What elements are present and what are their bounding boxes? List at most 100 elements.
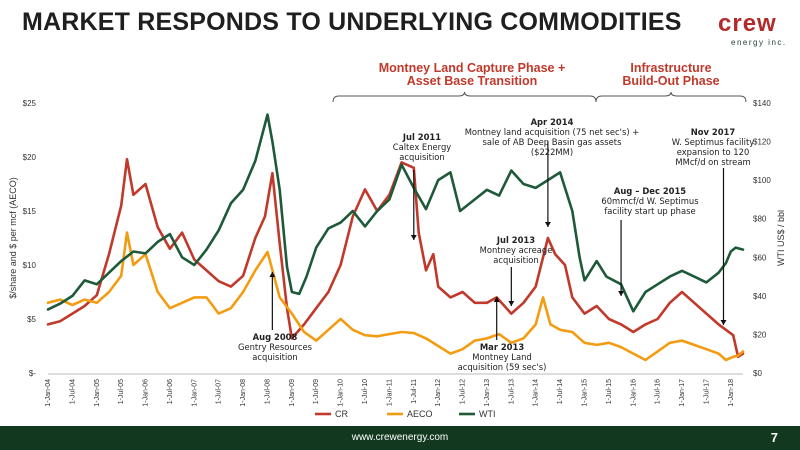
annotation-text: facility start up phase [604, 206, 696, 216]
annotation-title: Aug – Dec 2015 [613, 186, 687, 196]
y-tick-label-right: $60 [753, 253, 767, 262]
x-tick-label: 1-Jul-08 [264, 379, 271, 404]
y-tick-label-right: $120 [753, 138, 771, 147]
annotation-title: Apr 2014 [530, 117, 574, 127]
arrow-aug-dec-2015-head [618, 291, 625, 296]
y-tick-label-right: $100 [753, 176, 771, 185]
annotation-title: Nov 2017 [690, 127, 736, 137]
y-tick-label-right: $0 [753, 369, 762, 378]
phase-label-line: Asset Base Transition [406, 74, 538, 88]
y-tick-label: $5 [27, 315, 36, 324]
x-tick-label: 1-Jul-06 [167, 379, 174, 404]
x-tick-label: 1-Jul-14 [557, 379, 564, 404]
x-tick-label: 1-Jul-15 [606, 379, 613, 404]
phase-label-montney: Montney Land Capture Phase + Asset Base … [352, 62, 592, 88]
footer-url: www.crewenergy.com [351, 432, 449, 443]
x-tick-label: 1-Jul-12 [460, 379, 467, 404]
annotation-text: acquisition (59 sec's) [457, 362, 547, 372]
y-tick-label-right: $20 [753, 330, 767, 339]
series-line-aeco [46, 231, 745, 362]
annotation-apr-2014: Apr 2014 Montney land acquisition (75 ne… [462, 117, 642, 157]
arrow-jul-2013-head [508, 301, 515, 306]
arrow-jul-2011-head [410, 235, 417, 240]
x-tick-label: 1-Jul-13 [508, 379, 515, 404]
annotation-text: W. Septimus facility [671, 137, 755, 147]
phase-bracket-infrastructure [595, 91, 747, 103]
x-tick-label: 1-Jan-12 [435, 379, 442, 407]
phase-bracket-montney [332, 91, 597, 103]
annotation-nov-2017: Nov 2017 W. Septimus facility expansion … [666, 127, 760, 167]
x-tick-label: 1-Jan-06 [143, 379, 150, 407]
x-tick-label: 1-Jul-09 [313, 379, 320, 404]
x-tick-label: 1-Jan-10 [338, 379, 345, 407]
phase-label-line: Montney Land Capture Phase + [378, 61, 566, 75]
x-tick-label: 1-Jul-16 [655, 379, 662, 404]
x-tick-label: 1-Jul-11 [411, 379, 418, 404]
annotation-text: Montney Land [472, 352, 532, 362]
phase-label-line: Infrastructure [630, 61, 712, 75]
x-tick-label: 1-Jan-08 [240, 379, 247, 407]
annotation-text: acquisition [493, 255, 539, 265]
annotation-jul-2011: Jul 2011 Caltex Energy acquisition [382, 132, 462, 162]
annotation-jul-2013: Jul 2013 Montney acreage acquisition [472, 235, 560, 265]
arrow-aug-2008-head [269, 272, 276, 277]
legend-label-aeco: AECO [407, 409, 433, 419]
x-tick-label: 1-Jan-11 [386, 379, 393, 406]
arrow-mar-2013-head [493, 297, 500, 302]
annotation-text: Montney acreage [479, 245, 553, 255]
annotation-text: Caltex Energy [392, 142, 452, 152]
legend-label-wti: WTI [479, 409, 496, 419]
y-tick-label-right: $140 [753, 99, 771, 108]
y-axis-title: $/share and $ per mcf (AECO) [8, 177, 18, 299]
y-tick-label: $- [29, 369, 36, 378]
company-logo: crew energy inc. [712, 10, 790, 50]
y-tick-label: $15 [23, 207, 37, 216]
legend-label-cr: CR [335, 409, 348, 419]
x-tick-label: 1-Jan-05 [94, 379, 101, 407]
annotation-text: Gentry Resources [237, 342, 313, 352]
annotation-title: Mar 2013 [479, 342, 525, 352]
y-tick-label: $10 [23, 261, 37, 270]
x-tick-label: 1-Jan-18 [728, 379, 735, 407]
annotation-text: sale of AB Deep Basin gas assets ($222MM… [482, 137, 622, 157]
annotation-title: Jul 2011 [402, 132, 442, 142]
x-tick-label: 1-Jul-07 [216, 379, 223, 404]
footer-bar: www.crewenergy.com 7 [0, 426, 800, 450]
y-tick-label: $25 [23, 99, 37, 108]
annotation-text: 60mmcf/d W. Septimus [601, 196, 699, 206]
y-tick-label-right: $40 [753, 292, 767, 301]
logo-subtitle: energy inc. [731, 38, 787, 47]
x-tick-label: 1-Jan-13 [484, 379, 491, 407]
phase-label-infrastructure: Infrastructure Build-Out Phase [596, 62, 746, 88]
page-title: MARKET RESPONDS TO UNDERLYING COMMODITIE… [22, 8, 682, 36]
x-tick-label: 1-Jul-17 [703, 379, 710, 404]
arrow-apr-2014-head [544, 222, 551, 227]
annotation-text: expansion to 120 [676, 147, 750, 157]
x-tick-label: 1-Jan-04 [45, 379, 52, 407]
x-tick-label: 1-Jul-05 [118, 379, 125, 404]
x-tick-label: 1-Jan-16 [630, 379, 637, 407]
annotation-title: Jul 2013 [496, 235, 536, 245]
phase-label-line: Build-Out Phase [622, 74, 720, 88]
x-tick-label: 1-Jan-15 [581, 379, 588, 407]
series-line-cr [46, 157, 745, 359]
annotation-text: Montney land acquisition (75 net sec's) … [464, 127, 640, 137]
logo-wordmark: crew [718, 10, 777, 37]
annotation-aug-dec-2015: Aug – Dec 2015 60mmcf/d W. Septimus faci… [598, 186, 702, 216]
annotation-text: acquisition [252, 352, 298, 362]
series-line-wti [46, 113, 745, 313]
x-tick-label: 1-Jul-04 [69, 379, 76, 404]
x-tick-label: 1-Jan-07 [191, 379, 198, 407]
x-tick-label: 1-Jul-10 [362, 379, 369, 404]
annotation-aug-2008: Aug 2008 Gentry Resources acquisition [230, 332, 320, 362]
annotation-mar-2013: Mar 2013 Montney Land acquisition (59 se… [448, 342, 556, 372]
x-tick-label: 1-Jan-14 [533, 379, 540, 407]
annotation-text: MMcf/d on stream [675, 157, 751, 167]
annotation-text: acquisition [399, 152, 445, 162]
x-tick-label: 1-Jan-17 [679, 379, 686, 407]
page-number: 7 [770, 430, 778, 445]
y-tick-label: $20 [23, 153, 37, 162]
y-tick-label-right: $80 [753, 215, 767, 224]
x-tick-label: 1-Jan-09 [289, 379, 296, 407]
